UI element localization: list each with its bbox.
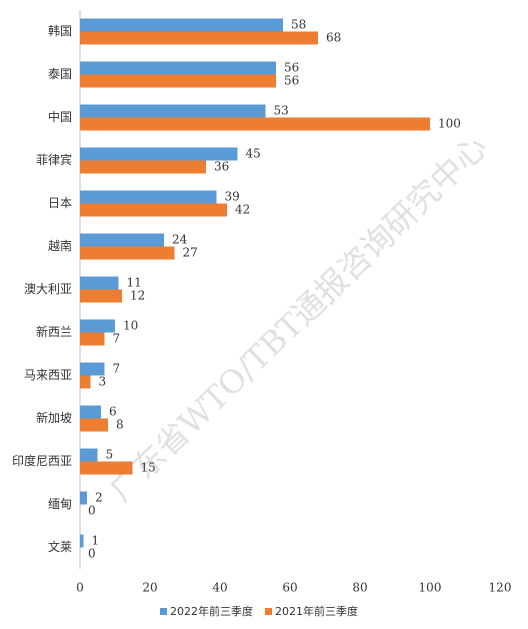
bar [80, 461, 133, 475]
value-label: 1 [92, 534, 100, 548]
bar [80, 117, 430, 131]
y-tick-label: 中国 [48, 109, 72, 124]
bar [80, 332, 105, 346]
value-label: 39 [225, 190, 240, 204]
value-label: 58 [291, 18, 306, 32]
bar [80, 418, 108, 432]
legend-label: 2021年前三季度 [275, 604, 358, 618]
bar [80, 448, 98, 462]
value-label: 0 [88, 504, 96, 518]
bar [80, 160, 206, 174]
value-label: 68 [326, 31, 341, 45]
value-label: 10 [123, 319, 138, 333]
x-tick-label: 0 [76, 581, 84, 595]
value-label: 27 [183, 246, 198, 260]
bar [80, 491, 87, 505]
value-label: 15 [141, 461, 156, 475]
bar [80, 233, 164, 247]
bar [80, 276, 119, 290]
x-tick-label: 40 [212, 581, 227, 595]
y-tick-label: 新西兰 [36, 324, 72, 339]
bar [80, 319, 115, 333]
bar [80, 104, 266, 118]
value-label: 3 [99, 375, 107, 389]
y-tick-label: 新加坡 [36, 410, 72, 425]
y-tick-label: 澳大利亚 [24, 282, 72, 296]
value-label: 24 [172, 233, 188, 247]
x-tick-label: 60 [282, 581, 297, 595]
y-tick-label: 缅甸 [48, 497, 72, 511]
bar [80, 18, 283, 32]
value-label: 12 [130, 289, 145, 303]
value-label: 5 [106, 448, 114, 462]
bar [80, 362, 105, 376]
value-label: 42 [235, 203, 250, 217]
legend-swatch [265, 608, 272, 615]
y-tick-label: 日本 [48, 196, 72, 210]
bar [80, 203, 227, 217]
x-tick-label: 20 [142, 581, 157, 595]
legend-swatch [160, 608, 167, 615]
x-tick-label: 100 [419, 581, 442, 595]
y-tick-label: 韩国 [48, 23, 72, 38]
x-tick-label: 120 [489, 581, 512, 595]
value-label: 6 [109, 405, 117, 419]
value-label: 7 [113, 362, 121, 376]
value-label: 11 [127, 276, 142, 290]
bar [80, 246, 175, 260]
bar [80, 31, 318, 45]
y-tick-label: 印度尼西亚 [12, 453, 72, 468]
bar [80, 289, 122, 303]
value-label: 45 [246, 147, 261, 161]
value-label: 8 [116, 418, 124, 432]
value-label: 0 [88, 547, 96, 561]
bar [80, 534, 84, 548]
y-tick-label: 泰国 [48, 67, 72, 81]
y-tick-label: 文莱 [48, 539, 72, 554]
legend-label: 2022年前三季度 [170, 604, 253, 618]
y-tick-label: 马来西亚 [24, 368, 72, 382]
bar [80, 147, 238, 161]
bar [80, 375, 91, 389]
value-label: 100 [438, 117, 461, 131]
value-label: 56 [284, 61, 299, 75]
value-label: 36 [214, 160, 229, 174]
value-label: 7 [113, 332, 121, 346]
x-tick-label: 80 [352, 581, 367, 595]
bar [80, 190, 217, 204]
y-tick-label: 越南 [48, 238, 72, 253]
watermark: 广东省WTO/TBT通报咨询研究中心 [102, 128, 495, 509]
value-label: 53 [274, 104, 289, 118]
value-label: 2 [95, 491, 103, 505]
value-label: 56 [284, 74, 299, 88]
bar [80, 61, 276, 75]
bar [80, 74, 276, 88]
y-tick-label: 菲律宾 [36, 152, 72, 167]
bar [80, 405, 101, 419]
